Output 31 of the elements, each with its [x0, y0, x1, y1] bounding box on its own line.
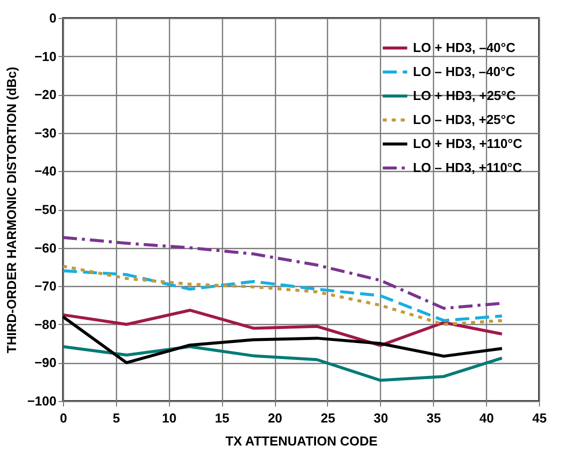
- legend-label: LO + HD3, +25°C: [413, 88, 516, 103]
- y-tick-label: −20: [34, 87, 56, 102]
- y-tick-label: 0: [49, 10, 56, 26]
- legend-label: LO – HD3, +25°C: [413, 112, 516, 127]
- y-tick-label: −50: [34, 202, 56, 217]
- y-axis-title: THIRD-ORDER HARMONIC DISTORTION (dBc): [4, 66, 20, 354]
- x-tick-label: 20: [268, 410, 282, 426]
- line-series: [62, 345, 504, 382]
- y-tick-label: −40: [34, 164, 56, 179]
- legend-label: LO + HD3, +110°C: [413, 136, 523, 151]
- y-tick-label: −10: [34, 48, 56, 64]
- x-tick-label: 10: [162, 410, 177, 426]
- x-axis-title: TX ATTENUATION CODE: [225, 434, 378, 448]
- y-tick-label: −70: [34, 278, 56, 294]
- y-tick-label: −100: [27, 394, 56, 408]
- x-tick-label: 35: [426, 410, 441, 426]
- legend-label: LO – HD3, –40°C: [413, 64, 516, 79]
- x-tick-label: 40: [479, 410, 494, 426]
- x-tick-label: 25: [320, 410, 336, 426]
- line-series: [62, 308, 504, 347]
- x-tick-label: 15: [214, 410, 230, 426]
- y-tick-label: −30: [34, 125, 56, 140]
- y-tick-label: −80: [34, 316, 56, 332]
- x-tick-label: 45: [532, 410, 547, 426]
- y-tick-label: −90: [34, 355, 56, 370]
- legend-label: LO – HD3, +110°C: [413, 160, 522, 175]
- legend-label: LO + HD3, –40°C: [413, 40, 516, 55]
- x-tick-label: 0: [60, 410, 68, 426]
- x-tick-label: 5: [112, 410, 120, 426]
- x-tick-label: 30: [374, 410, 388, 426]
- y-tick-label: −60: [34, 240, 56, 256]
